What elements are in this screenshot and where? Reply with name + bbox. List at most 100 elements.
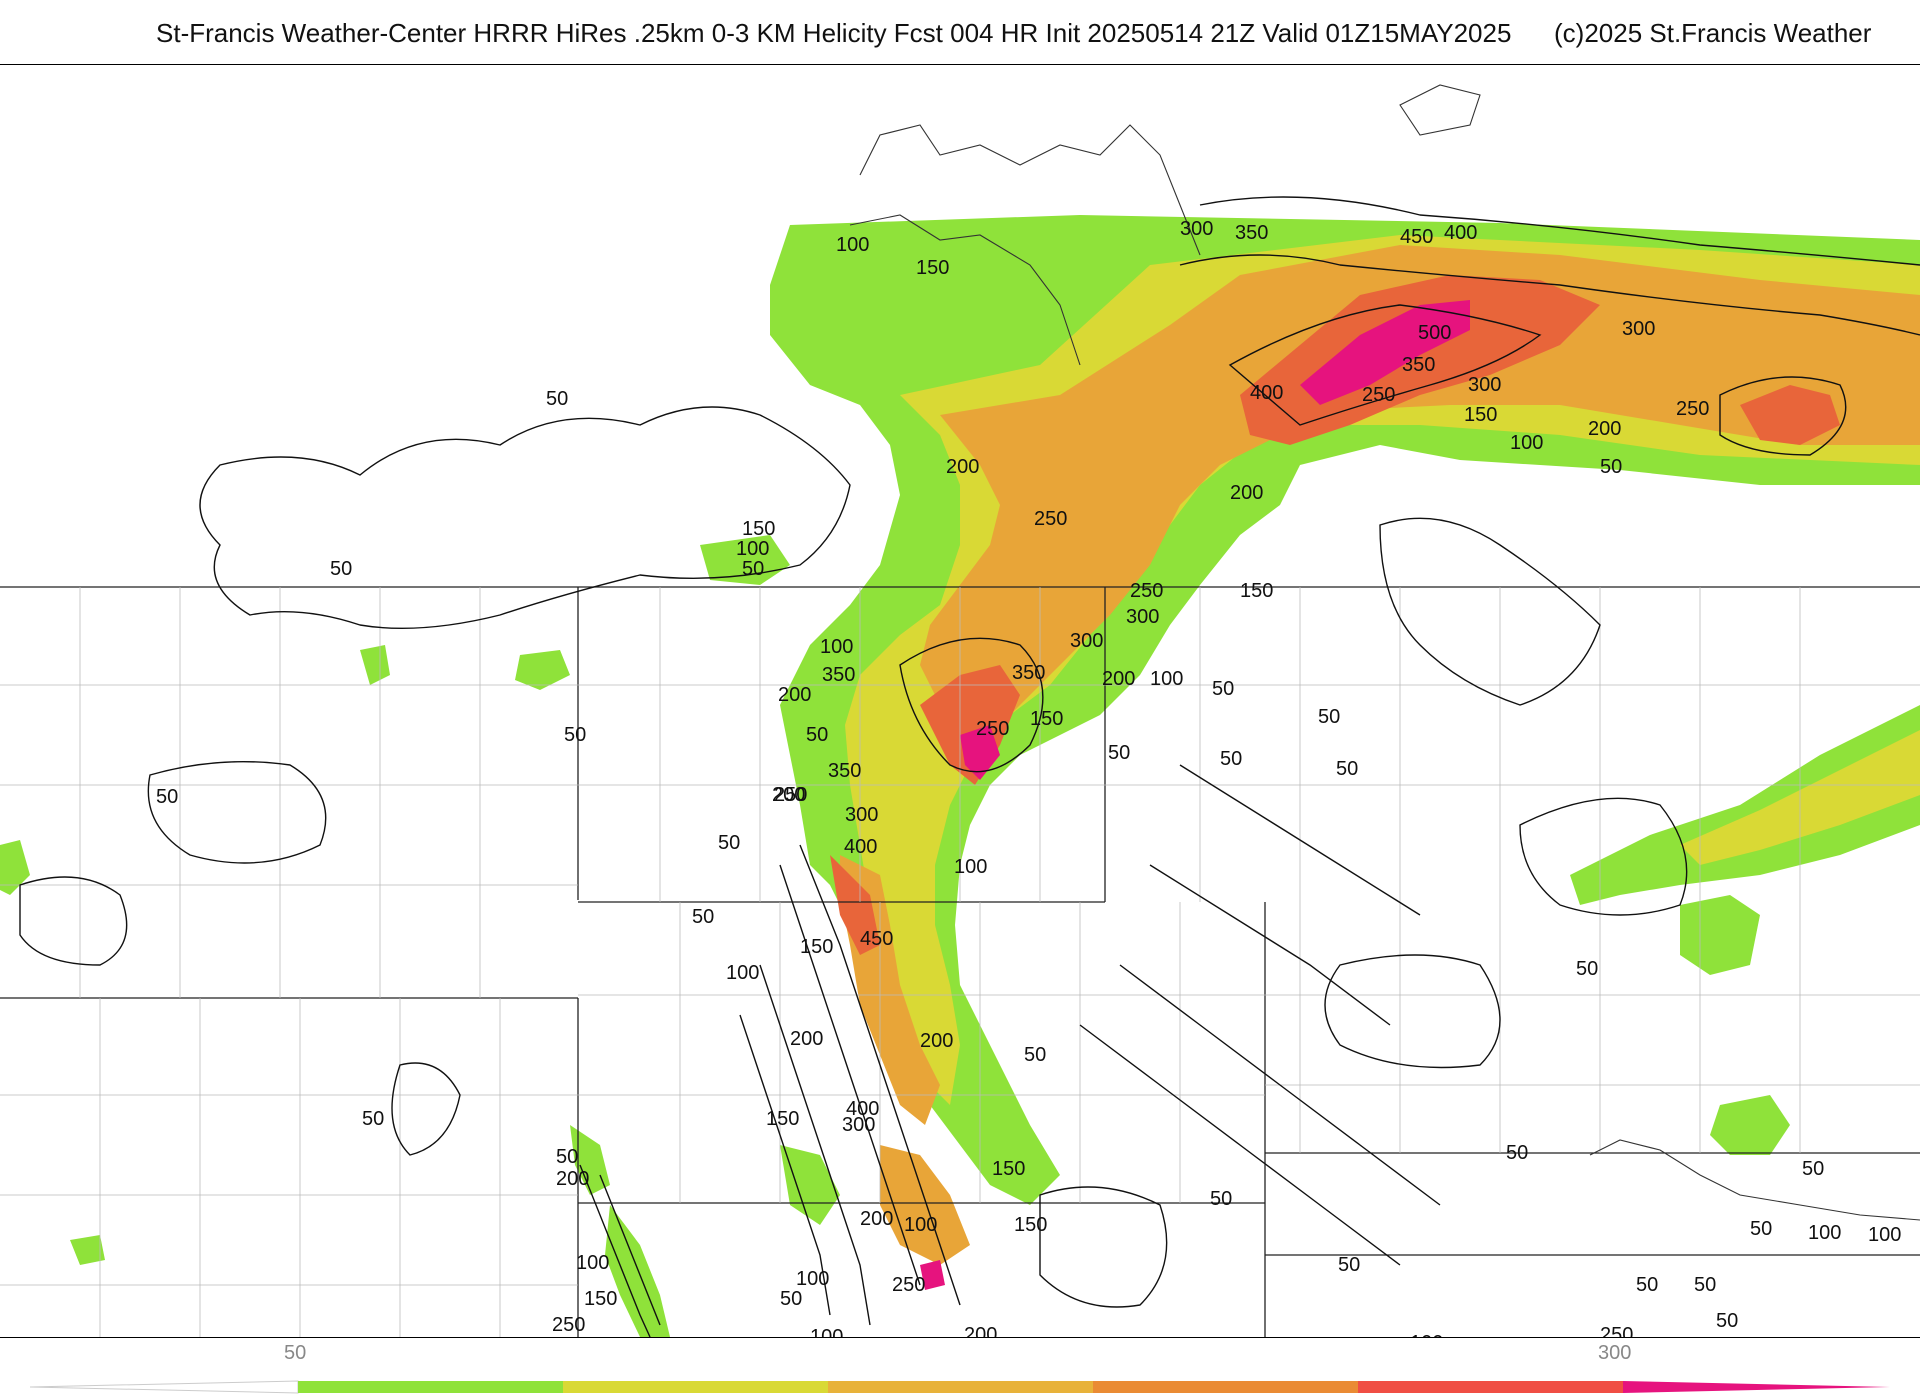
title-bar: St-Francis Weather-Center HRRR HiRes .25… <box>0 14 1920 54</box>
contour-label: 100 <box>1510 432 1543 454</box>
colorbar-seg-2 <box>563 1381 828 1393</box>
contour-label: 100 <box>954 856 987 878</box>
contour-label: 100 <box>796 1268 829 1290</box>
contour-label: 50 <box>1600 456 1622 478</box>
contour-label: 100 <box>836 234 869 256</box>
contour-label: 50 <box>1336 758 1358 780</box>
shade-blob-8 <box>0 840 30 895</box>
contour-label: 150 <box>1030 708 1063 730</box>
shade-blob-5 <box>605 1205 670 1337</box>
shade-blob-1 <box>1680 895 1760 975</box>
contour-label: 250 <box>976 718 1009 740</box>
contour-label: 200 <box>946 456 979 478</box>
colorbar-seg-1 <box>298 1381 563 1393</box>
contour-label: 250 <box>774 784 807 806</box>
contour-label: 50 <box>692 906 714 928</box>
contour-label: 450 <box>1400 226 1433 248</box>
contour-label: 100 <box>726 962 759 984</box>
shade-band-red <box>830 275 1840 955</box>
contour-label: 350 <box>1012 662 1045 684</box>
shade-blob-7 <box>780 1145 840 1225</box>
contour-label: 350 <box>1235 222 1268 244</box>
contour-label: 250 <box>1600 1324 1633 1337</box>
colorbar-seg-5 <box>1358 1381 1623 1393</box>
shade-blob-10 <box>70 1235 105 1265</box>
contour-label: 50 <box>362 1108 384 1130</box>
contour-label: 150 <box>800 936 833 958</box>
contour-label: 100 <box>810 1326 843 1337</box>
contour-label: 250 <box>1130 580 1163 602</box>
contour-label: 150 <box>1240 580 1273 602</box>
helicity-contours <box>19 196 1920 1337</box>
colorbar-right-arrow <box>1623 1381 1890 1393</box>
contour-label: 300 <box>1468 374 1501 396</box>
contour-label: 200 <box>860 1208 893 1230</box>
contour-label: 500 <box>1418 322 1451 344</box>
contour-label: 100 <box>736 538 769 560</box>
contour-label: 50 <box>1220 748 1242 770</box>
contour-label: 300 <box>1126 606 1159 628</box>
colorbar: 50 300 <box>0 1336 1920 1400</box>
contour-label: 200 <box>964 1324 997 1337</box>
contour-label: 150 <box>1464 404 1497 426</box>
contour-label: 400 <box>1250 382 1283 404</box>
contour-label: 50 <box>546 388 568 410</box>
contour-label: 250 <box>552 1314 585 1336</box>
contour-label: 50 <box>718 832 740 854</box>
helicity-map[interactable]: 100 150 50 150 100 50 50 50 50 50 300 35… <box>0 64 1920 1338</box>
contour-label: 150 <box>1014 1214 1047 1236</box>
contour-label: 50 <box>780 1288 802 1310</box>
contour-label: 50 <box>1108 742 1130 764</box>
contour-label: 150 <box>992 1158 1025 1180</box>
copyright-text: (c)2025 St.Francis Weather <box>1554 18 1872 48</box>
contour-label: 250 <box>892 1274 925 1296</box>
contour-label: 200 <box>1588 418 1621 440</box>
contour-label: 100 <box>820 636 853 658</box>
contour-label: 50 <box>1024 1044 1046 1066</box>
contour-label: 400 <box>1444 222 1477 244</box>
map-title: St-Francis Weather-Center HRRR HiRes .25… <box>156 18 1512 48</box>
shade-east-band <box>1570 705 1920 905</box>
shade-blob-3 <box>515 650 570 690</box>
contour-label: 200 <box>1102 668 1135 690</box>
contour-label: 300 <box>1180 218 1213 240</box>
contour-label: 50 <box>156 786 178 808</box>
contour-label: 200 <box>1230 482 1263 504</box>
contour-label: 150 <box>916 257 949 279</box>
contour-label: 50 <box>330 558 352 580</box>
contour-label: 50 <box>1636 1274 1658 1296</box>
contour-label: 200 <box>920 1030 953 1052</box>
contour-label: 50 <box>1576 958 1598 980</box>
contour-label: 300 <box>842 1114 875 1136</box>
colorbar-seg-4 <box>1093 1381 1358 1393</box>
contour-label: 200 <box>778 684 811 706</box>
contour-label: 200 <box>790 1028 823 1050</box>
contour-label: 200 <box>556 1168 589 1190</box>
county-lines <box>0 587 1920 1337</box>
colorbar-graphic <box>29 1380 1890 1394</box>
contour-label: 300 <box>1622 318 1655 340</box>
contour-label: 300 <box>845 804 878 826</box>
contour-label: 50 <box>1338 1254 1360 1276</box>
contour-label: 250 <box>1362 384 1395 406</box>
contour-label: 50 <box>1210 1188 1232 1210</box>
shade-blob-9 <box>360 645 390 685</box>
contour-label: 100 <box>576 1252 609 1274</box>
contour-label: 50 <box>742 558 764 580</box>
contour-label: 50 <box>1318 706 1340 728</box>
colorbar-seg-3 <box>828 1381 1093 1393</box>
contour-label: 350 <box>822 664 855 686</box>
shade-band-orange <box>840 245 1920 1265</box>
contour-label: 150 <box>742 518 775 540</box>
colorbar-tick-label: 50 <box>284 1342 307 1364</box>
shade-blob-6 <box>570 1125 610 1195</box>
contour-label: 100 <box>904 1214 937 1236</box>
contour-label: 350 <box>828 760 861 782</box>
contour-label: 450 <box>860 928 893 950</box>
contour-label: 150 <box>766 1108 799 1130</box>
contour-label: 300 <box>1070 630 1103 652</box>
contour-label: 400 <box>844 836 877 858</box>
contour-label: 50 <box>564 724 586 746</box>
contour-label: 50 <box>1802 1158 1824 1180</box>
map-canvas: 100 150 50 150 100 50 50 50 50 50 300 35… <box>0 84 1920 1337</box>
